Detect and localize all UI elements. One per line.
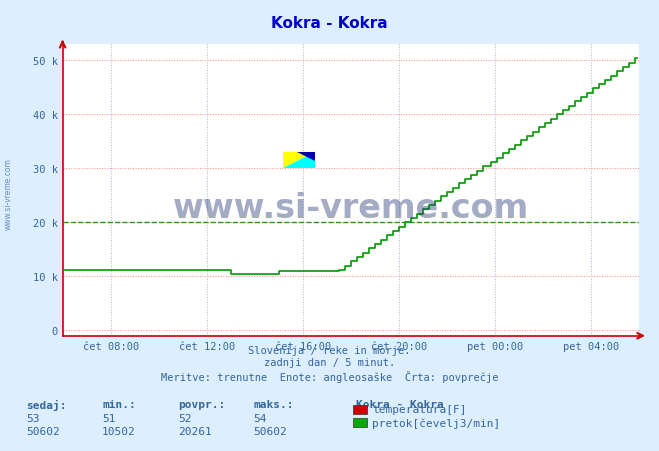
Text: min.:: min.:	[102, 399, 136, 409]
Text: 50602: 50602	[254, 426, 287, 436]
Text: 54: 54	[254, 413, 267, 423]
Text: www.si-vreme.com: www.si-vreme.com	[173, 192, 529, 225]
Text: povpr.:: povpr.:	[178, 399, 225, 409]
Text: zadnji dan / 5 minut.: zadnji dan / 5 minut.	[264, 358, 395, 368]
Text: Kokra - Kokra: Kokra - Kokra	[356, 399, 444, 409]
Text: Kokra - Kokra: Kokra - Kokra	[272, 16, 387, 31]
Text: temperatura[F]: temperatura[F]	[372, 405, 467, 414]
Text: Slovenija / reke in morje.: Slovenija / reke in morje.	[248, 345, 411, 355]
Text: 50602: 50602	[26, 426, 60, 436]
Text: 53: 53	[26, 413, 40, 423]
Polygon shape	[283, 152, 315, 168]
Polygon shape	[283, 152, 315, 168]
Text: Meritve: trenutne  Enote: angleosaške  Črta: povprečje: Meritve: trenutne Enote: angleosaške Črt…	[161, 370, 498, 382]
Polygon shape	[297, 152, 315, 162]
Text: sedaj:: sedaj:	[26, 399, 67, 410]
Text: www.si-vreme.com: www.si-vreme.com	[3, 158, 13, 230]
Text: maks.:: maks.:	[254, 399, 294, 409]
Text: 20261: 20261	[178, 426, 212, 436]
Text: 51: 51	[102, 413, 115, 423]
Text: 52: 52	[178, 413, 191, 423]
Text: pretok[čevelj3/min]: pretok[čevelj3/min]	[372, 418, 501, 428]
Text: 10502: 10502	[102, 426, 136, 436]
